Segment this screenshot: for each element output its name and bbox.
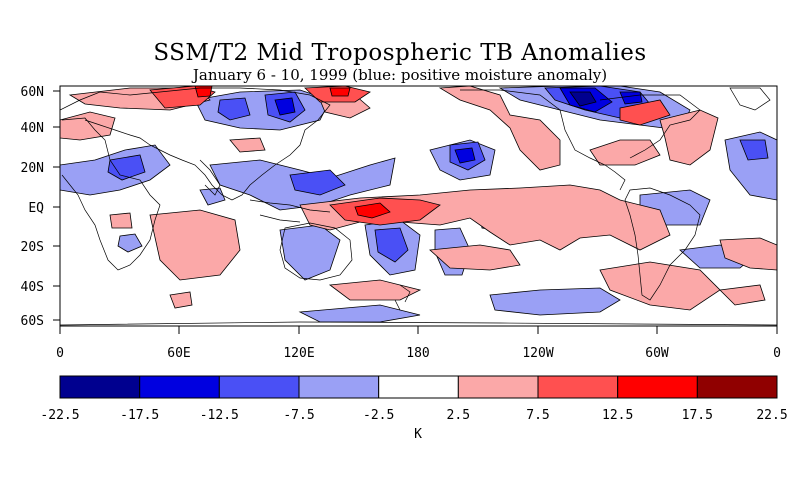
colorbar-tick: 7.5: [526, 408, 549, 423]
lon-label-0-east: 0: [773, 346, 781, 361]
colorbar-tick: -22.5: [40, 408, 79, 423]
lat-label-60n: 60N: [21, 85, 44, 100]
colorbar-swatch: [617, 375, 698, 399]
colorbar-tick: 2.5: [447, 408, 470, 423]
extreme-negative-regions: [569, 91, 597, 107]
lon-label-120w: 120W: [522, 346, 553, 361]
colorbar-swatch: [139, 375, 220, 399]
colorbar-tick: -17.5: [120, 408, 159, 423]
lon-label-60e: 60E: [167, 346, 190, 361]
longitude-axis: [59, 326, 778, 334]
colorbar-swatch: [457, 375, 539, 399]
lat-label-20n: 20N: [21, 161, 44, 176]
colorbar-swatch: [537, 375, 619, 399]
lon-label-120e: 120E: [283, 346, 314, 361]
colorbar: [59, 375, 778, 399]
lon-label-0: 0: [56, 346, 64, 361]
colorbar-tick: -2.5: [363, 408, 394, 423]
lon-label-180: 180: [406, 346, 429, 361]
map-subtitle: January 6 - 10, 1999 (blue: positive moi…: [192, 66, 608, 84]
lat-label-20s: 20S: [21, 240, 44, 255]
latitude-axis: [53, 90, 60, 321]
colorbar-tick: 12.5: [602, 408, 633, 423]
colorbar-tick: 22.5: [756, 408, 787, 423]
lat-label-eq: EQ: [28, 201, 44, 216]
strong-positive-regions: [194, 86, 391, 219]
lat-label-40s: 40S: [21, 280, 44, 295]
colorbar-swatch: [696, 375, 778, 399]
colorbar-tick: 17.5: [682, 408, 713, 423]
lat-label-40n: 40N: [21, 121, 44, 136]
coastlines: [60, 87, 777, 326]
positive-anomaly-regions: [60, 86, 777, 311]
lon-label-60w: 60W: [645, 346, 669, 361]
colorbar-swatch: [378, 375, 459, 399]
map-title: SSM/T2 Mid Tropospheric TB Anomalies: [153, 40, 647, 66]
colorbar-swatch: [218, 375, 300, 399]
colorbar-swatch: [298, 375, 380, 399]
colorbar-tick: -7.5: [283, 408, 314, 423]
lat-label-60s: 60S: [21, 314, 44, 329]
colorbar-unit: K: [414, 427, 422, 442]
colorbar-swatch: [59, 375, 141, 399]
map-area: [60, 86, 777, 326]
colorbar-tick: -12.5: [200, 408, 239, 423]
